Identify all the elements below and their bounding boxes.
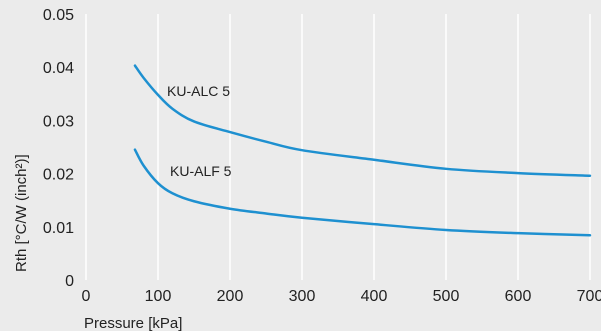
series-line-1 [133, 64, 592, 177]
x-tick-label: 400 [361, 288, 388, 305]
series-group: KU-ALC 5 KU-ALF 5 [133, 64, 592, 237]
y-axis-label: Rth [°C/W (inch²)] [13, 154, 30, 272]
x-tick-label: 600 [505, 288, 532, 305]
y-tick-label: 0.04 [43, 60, 74, 77]
series-label-2: KU-ALF 5 [170, 163, 232, 179]
x-tick-label: 500 [433, 288, 460, 305]
grid [85, 14, 591, 280]
x-tick-label: 200 [217, 288, 244, 305]
y-tick-label: 0.05 [43, 7, 74, 24]
y-tick-label: 0.03 [43, 113, 74, 130]
x-axis-label: Pressure [kPa] [84, 315, 182, 331]
series-label-1: KU-ALC 5 [167, 83, 230, 99]
y-tick-label: 0.01 [43, 220, 74, 237]
x-tick-label: 300 [289, 288, 316, 305]
series-line-2 [133, 148, 592, 237]
x-tick-label: 100 [145, 288, 172, 305]
y-tick-label: 0 [65, 273, 74, 290]
tick-labels: 0 100 200 300 400 500 600 700 0 0.01 0.02 0.03 0.04 0… [43, 7, 601, 305]
x-tick-label: 700 [577, 288, 601, 305]
x-tick-label: 0 [82, 288, 91, 305]
y-tick-label: 0.02 [43, 167, 74, 184]
